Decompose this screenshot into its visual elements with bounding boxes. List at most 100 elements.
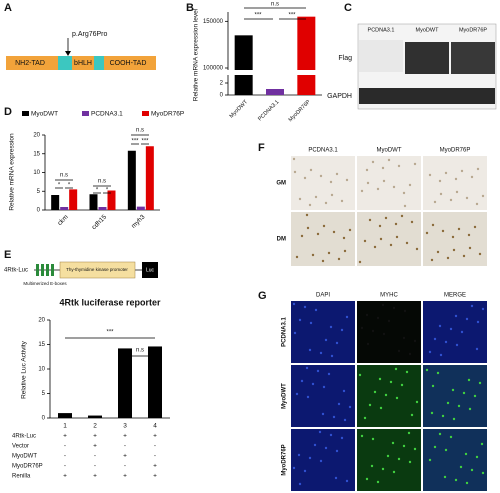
cell [480, 442, 484, 446]
cell [438, 324, 442, 328]
micrograph [423, 156, 487, 210]
cell [321, 259, 325, 263]
table-cell: + [153, 473, 157, 480]
cell [455, 190, 459, 194]
cell [313, 443, 317, 447]
x-tick-label: cdh15 [91, 213, 109, 231]
basic-domain [58, 56, 72, 70]
cell [335, 172, 339, 176]
bracket [55, 134, 149, 194]
cell [460, 169, 464, 173]
cell [306, 395, 310, 399]
cell [438, 179, 442, 183]
band-label: Flag [338, 55, 352, 62]
cell [365, 477, 369, 481]
cell [300, 234, 304, 238]
cell [303, 469, 307, 473]
table-cell: + [63, 473, 67, 480]
micrograph [423, 301, 487, 363]
cell [413, 447, 417, 451]
table-row-label: Renilla [12, 474, 31, 480]
cell [436, 250, 440, 254]
cell [465, 317, 469, 321]
table-cell: - [124, 463, 126, 470]
sites-label: Multimerized E-boxes [23, 281, 67, 286]
cell [408, 183, 412, 187]
cell [311, 253, 315, 257]
annotation: * [106, 188, 109, 194]
cell [400, 383, 404, 387]
legend-label: MyoDWT [31, 111, 58, 118]
domain-label: bHLH [74, 60, 92, 67]
cell [381, 303, 385, 307]
cell [467, 233, 471, 237]
cell [371, 437, 375, 441]
e-box [41, 264, 44, 276]
x-tick-label: 4 [153, 423, 157, 430]
cell [384, 216, 388, 220]
cell [340, 436, 344, 440]
cell [373, 245, 377, 249]
cell [476, 167, 480, 171]
cell [431, 384, 435, 388]
cell [309, 321, 313, 325]
cell [433, 445, 437, 449]
cell [449, 435, 453, 439]
cell [311, 382, 315, 386]
cell [392, 306, 396, 310]
cell [410, 413, 414, 417]
cell [358, 260, 362, 264]
cell [382, 332, 386, 336]
panel-a [6, 38, 156, 70]
cell [378, 377, 382, 381]
y-tick-label: 10 [38, 367, 45, 373]
y-axis-label: Relative Luc Activity [21, 340, 28, 399]
cell [306, 226, 310, 230]
bracket [65, 337, 155, 357]
band [405, 42, 449, 74]
cell [379, 237, 383, 241]
bar [136, 206, 145, 210]
cell [297, 453, 301, 457]
cell [438, 432, 442, 436]
cell [481, 471, 485, 475]
cell [335, 449, 339, 453]
band [451, 42, 495, 74]
cell [314, 308, 318, 312]
cell [428, 350, 432, 354]
cell [343, 418, 347, 422]
annotation: *** [141, 139, 149, 145]
cell [343, 249, 347, 253]
cell [431, 223, 435, 227]
annotation: *** [288, 13, 296, 19]
x-tick-label: 3 [123, 423, 127, 430]
cell [462, 254, 466, 258]
micrograph [423, 365, 487, 427]
table-cell: - [124, 443, 126, 450]
table-row-label: MyoDWT [12, 454, 37, 460]
cell [316, 232, 320, 236]
cell [293, 331, 297, 335]
construct-label: 4Rtk-Luc [4, 268, 28, 274]
cell [305, 366, 309, 370]
cell [468, 407, 472, 411]
cell [439, 353, 443, 357]
bar [297, 16, 316, 96]
annotation: *** [254, 13, 262, 19]
cell [330, 354, 334, 358]
cell [360, 189, 364, 193]
cell [444, 340, 448, 344]
cell [394, 222, 398, 226]
legend-swatch [142, 111, 149, 116]
cell [470, 175, 474, 179]
bar [88, 415, 102, 418]
panel-label: D [4, 106, 12, 118]
cell [407, 431, 411, 435]
annotation: n.s [271, 2, 279, 8]
micrograph [423, 212, 487, 266]
table-cell: + [93, 473, 97, 480]
y-tick-label: 0 [37, 208, 41, 214]
bar [89, 194, 98, 210]
cell [300, 379, 304, 383]
cell [455, 343, 459, 347]
